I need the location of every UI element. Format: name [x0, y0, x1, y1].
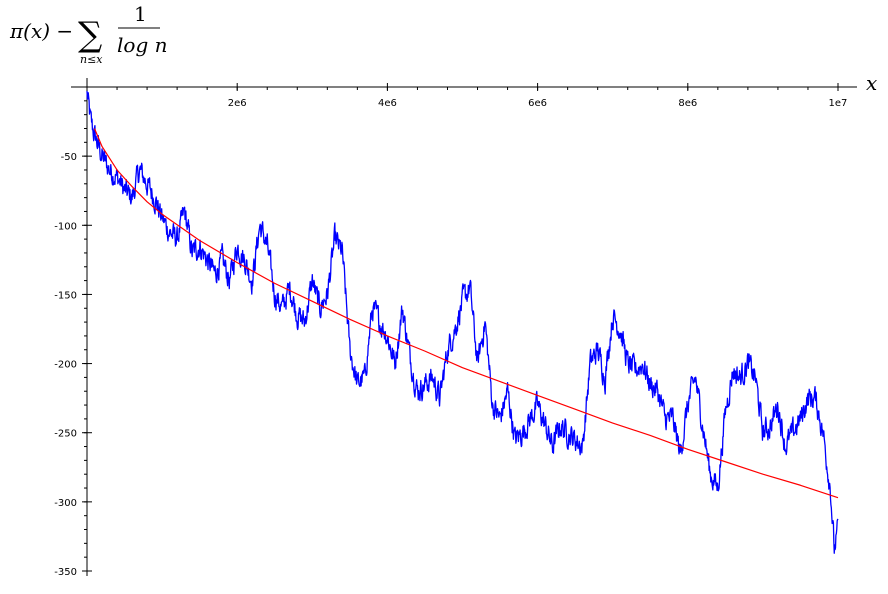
axes — [71, 78, 857, 576]
x-tick-label: 8e6 — [678, 98, 697, 109]
y-axis-label-sigma: ∑ — [78, 15, 102, 55]
series-line-2 — [93, 128, 839, 499]
y-tick-label: -150 — [54, 290, 77, 301]
y-tick-label: -350 — [54, 567, 77, 578]
y-tick-label: -50 — [61, 152, 77, 163]
series — [86, 90, 839, 554]
y-axis-label-pi: π(x) − — [9, 19, 73, 43]
y-axis-label: π(x) − ∑ n≤x 1 log n — [9, 2, 167, 66]
y-tick-label: -300 — [54, 498, 77, 509]
y-axis-label-subscript: n≤x — [80, 53, 103, 66]
x-tick-label: 4e6 — [378, 98, 397, 109]
y-tick-label: -250 — [54, 429, 77, 440]
y-tick-label: -100 — [54, 221, 77, 232]
x-axis-label: x — [866, 71, 877, 95]
x-tick-label: 2e6 — [228, 98, 247, 109]
series-line-1 — [86, 90, 839, 554]
ticks: 2e6 4e6 6e6 8e6 1e7 -50 -100 -150 -200 -250 -300 -3… — [54, 83, 847, 578]
x-tick-label: 6e6 — [528, 98, 547, 109]
y-tick-label: -200 — [54, 360, 77, 371]
y-axis-label-denominator: log n — [117, 33, 167, 57]
y-axis-label-numerator: 1 — [134, 2, 147, 26]
x-tick-label: 1e7 — [829, 98, 848, 109]
